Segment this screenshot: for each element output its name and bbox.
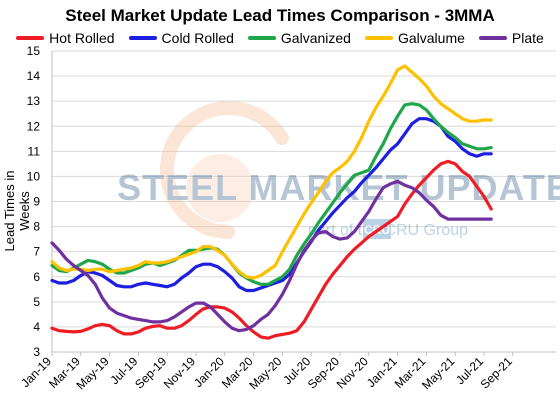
y-tick-label: 10 (27, 169, 41, 183)
legend-label-cold-rolled: Cold Rolled (161, 30, 234, 46)
chart-title: Steel Market Update Lead Times Compariso… (65, 6, 495, 25)
series-line-hot-rolled (50, 159, 493, 340)
x-tick-label: Nov-19 (161, 354, 198, 391)
y-tick-label: 15 (27, 44, 41, 58)
legend-swatch-galvalume (364, 36, 393, 40)
y-tick-label: 9 (33, 195, 40, 209)
watermark-brand: STEEL MARKET UPDATE (117, 167, 560, 208)
legend-swatch-hot-rolled (16, 36, 45, 40)
watermark-swoosh (159, 101, 289, 239)
watermark: STEEL MARKET UPDATE part of the CRU Group… (117, 101, 560, 239)
legend-label-plate: Plate (511, 30, 544, 46)
legend-swatch-cold-rolled (128, 36, 157, 40)
legend-item-galvalume: Galvalume (364, 30, 465, 46)
y-tick-label: 14 (27, 69, 41, 83)
x-tick-label: May-20 (246, 354, 284, 392)
y-tick-label: 11 (28, 144, 41, 158)
legend-label-galvanized: Galvanized (280, 30, 351, 46)
legend-item-cold-rolled: Cold Rolled (128, 30, 234, 46)
y-tick-label: 12 (27, 119, 41, 133)
x-tick-label: May-19 (74, 354, 112, 392)
legend-label-hot-rolled: Hot Rolled (49, 30, 115, 46)
y-tick-label: 7 (33, 245, 40, 259)
legend-item-galvanized: Galvanized (247, 30, 351, 46)
series-line-plate (50, 179, 493, 333)
series-line-galvalume (50, 64, 493, 280)
y-tick-label: 8 (33, 220, 40, 234)
chart-legend: Hot Rolled Cold Rolled Galvanized Galval… (0, 30, 560, 46)
y-tick-label: 13 (27, 94, 41, 108)
legend-label-galvalume: Galvalume (397, 30, 465, 46)
legend-item-plate: Plate (478, 30, 544, 46)
y-tick-label: 3 (33, 345, 40, 359)
x-tick-label: Nov-20 (334, 354, 371, 391)
watermark-circle (186, 154, 254, 222)
watermark-subtitle: part of the CRU Group (308, 222, 468, 239)
x-tick-label: May-21 (419, 354, 457, 392)
legend-swatch-galvanized (247, 36, 276, 40)
y-tick-label: 6 (33, 270, 40, 284)
x-tick-label: Sep-21 (478, 354, 515, 391)
legend-swatch-plate (478, 36, 507, 40)
series-line-cold-rolled (50, 117, 493, 293)
y-tick-label: 5 (33, 295, 40, 309)
series-line-galvanized (50, 102, 493, 286)
y-tick-label: 4 (33, 320, 40, 334)
legend-item-hot-rolled: Hot Rolled (16, 30, 115, 46)
